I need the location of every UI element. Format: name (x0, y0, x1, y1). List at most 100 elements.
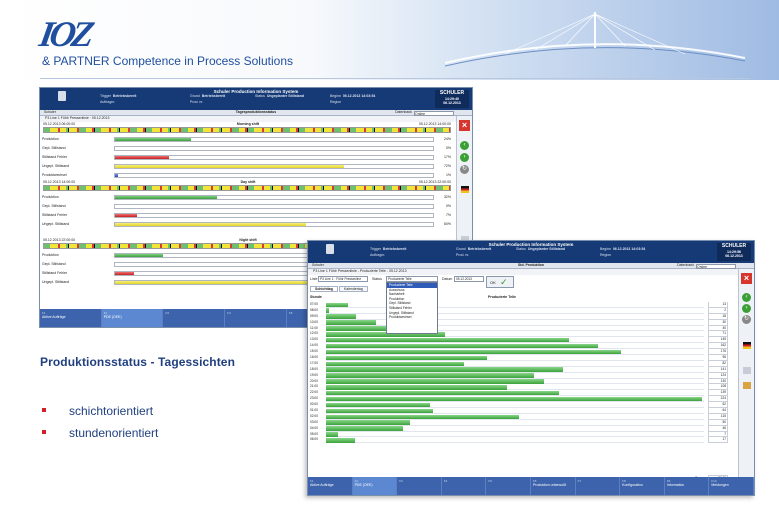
linie-select[interactable]: P3 Line 1 · Fühlr Pressenline (318, 276, 368, 282)
fkey-f4[interactable]: F4 (225, 309, 287, 327)
bar-value-label: 2 (708, 307, 728, 314)
dropdown-option[interactable]: Ausschuss (389, 287, 405, 292)
status-label: Ungepl. Stillstand (42, 164, 70, 168)
fkey-label: Aktive Aufträge (42, 315, 66, 319)
datenbank-select[interactable]: Online (414, 110, 454, 116)
dropdown-option[interactable]: Produktion (389, 296, 405, 301)
status-bar-track (114, 222, 434, 227)
shift-start: 05.12.2013 14:00:00 (43, 180, 76, 184)
bar-row (326, 384, 704, 391)
shift-end: 05.12.2013 22:00:00 (418, 180, 451, 184)
fkey-label: Meldungen (711, 483, 729, 487)
fkey-f4[interactable]: F4 (442, 477, 487, 495)
status-row: Ungepl. Stillstand 72% (40, 162, 456, 171)
hour-column-header: Stunde (310, 295, 322, 299)
hour-tick-label: 03:00 (310, 419, 318, 424)
fkey-f8[interactable]: F8 Konfiguration (620, 477, 665, 495)
status-row: Stillstand Fehler 7% (40, 211, 456, 220)
fkey-f9[interactable]: F9 Information (665, 477, 710, 495)
datenbank-select[interactable]: Online (696, 263, 736, 269)
german-flag-icon[interactable] (461, 186, 469, 193)
forward-arrow-icon[interactable]: › (742, 304, 751, 313)
dropdown-option[interactable]: Gepl. Stillstand (389, 301, 411, 306)
dropdown-option[interactable]: Stillstand Fehler (389, 305, 412, 310)
status-row: Produktion 24% (40, 135, 456, 144)
fkey-label: Aktive Aufträge (310, 483, 334, 487)
bar-row (326, 408, 704, 414)
back-arrow-icon[interactable]: ‹ (742, 293, 751, 302)
fkey-f5[interactable]: F5 (486, 477, 531, 495)
slide-heading: Produktionsstatus - Tagessichten (40, 355, 236, 369)
datum-input[interactable]: 05.12.2013 (454, 276, 484, 282)
dropdown-option[interactable]: Produzierte Teile (387, 283, 437, 288)
status-row: Produktion 32% (40, 193, 456, 202)
fkey-f2[interactable]: F2 PDE (OEE) (352, 477, 398, 495)
status-field: Status Ungeplanter Stillstand (255, 94, 305, 98)
dropdown-option[interactable]: Nacharbeit (389, 292, 405, 297)
bar-value-label: 130 (708, 378, 728, 385)
production-bar (326, 337, 570, 343)
fkey-f1[interactable]: F1 Aktive Aufträge (308, 477, 353, 495)
view-title: Tagesproduktionsstatus (235, 110, 277, 114)
status-bar-track (114, 137, 434, 142)
shift-name: Night shift (239, 238, 257, 242)
status-percent: 1% (445, 173, 451, 177)
shift-header: 05.12.2013 06:00:00 Morning shift 05.12.20… (40, 122, 456, 127)
fkey-f1[interactable]: F1 Aktive Aufträge (40, 309, 102, 327)
ok-button[interactable]: OK ✓ (486, 276, 514, 288)
subbar-left-label: Schuler (312, 263, 324, 267)
app-logo-icon (326, 244, 334, 254)
production-bar (326, 426, 404, 431)
datenbank-label: Datenbank (395, 110, 412, 114)
bar-value-label: 145 (708, 337, 728, 344)
checkmark-icon: ✓ (500, 277, 508, 287)
refresh-icon[interactable]: ↻ (460, 165, 469, 174)
dropdown-option[interactable]: Produktwechsel (389, 315, 412, 320)
german-flag-icon[interactable] (743, 342, 751, 349)
fkey-f3[interactable]: F3 (397, 477, 442, 495)
bar-row (326, 308, 704, 314)
back-arrow-icon[interactable]: ‹ (460, 141, 469, 150)
status-percent: 0% (445, 146, 451, 150)
datenbank-label: Datenbank (677, 263, 694, 267)
fkey-f3[interactable]: F3 (163, 309, 226, 327)
status-bar-track (114, 195, 434, 200)
dropdown-option[interactable]: Ungepl. Stillstand (389, 310, 414, 315)
hour-tick-label: 07:00 (310, 302, 318, 306)
forward-arrow-icon[interactable]: › (460, 153, 469, 162)
app-title: Schuler Production Information System (488, 242, 574, 247)
bar-row (326, 355, 704, 361)
hour-tick-label: 20:00 (310, 378, 318, 383)
fkey-f2[interactable]: F2 PDE (OEE) (101, 309, 164, 327)
fkey-number: F1 (42, 311, 46, 315)
fkey-f7[interactable]: F7 (576, 477, 621, 495)
print-icon[interactable] (461, 236, 469, 243)
bar-value-label: 17 (708, 437, 728, 444)
print-icon[interactable] (743, 367, 751, 374)
shift-status-panel: 05.12.2013 06:00:00 Morning shift 05.12.20… (40, 122, 456, 309)
production-bar (326, 438, 355, 443)
banner-gradient (0, 0, 779, 80)
tab-schichttag[interactable]: Schichttag (310, 286, 338, 292)
region-field: Region (600, 253, 612, 257)
hour-tick-label: 02:00 (310, 413, 318, 418)
status-percent: 24% (443, 137, 451, 141)
production-bar (326, 361, 464, 366)
close-button[interactable]: × (741, 273, 752, 284)
production-bar (326, 314, 357, 319)
fkey-number: F10 (711, 479, 717, 483)
bar-value-label: 46 (708, 425, 728, 432)
tab-kalendertag[interactable]: Kalendertag (338, 286, 368, 292)
status-select[interactable]: Produzierte Teile (386, 276, 438, 282)
bar-row (326, 320, 704, 326)
shift-block: 05.12.2013 22:00:00 Night shift Produktion… (40, 238, 456, 296)
users-icon[interactable] (743, 382, 751, 389)
close-button[interactable]: × (459, 120, 470, 131)
status-percent: 60% (443, 222, 451, 226)
hour-tick-label: 04:00 (310, 425, 318, 430)
app-title: Schuler Production Information System (213, 89, 299, 94)
refresh-icon[interactable]: ↻ (742, 315, 751, 324)
fkey-f10[interactable]: F10 Meldungen (709, 477, 754, 495)
status-percent: 0% (445, 204, 451, 208)
